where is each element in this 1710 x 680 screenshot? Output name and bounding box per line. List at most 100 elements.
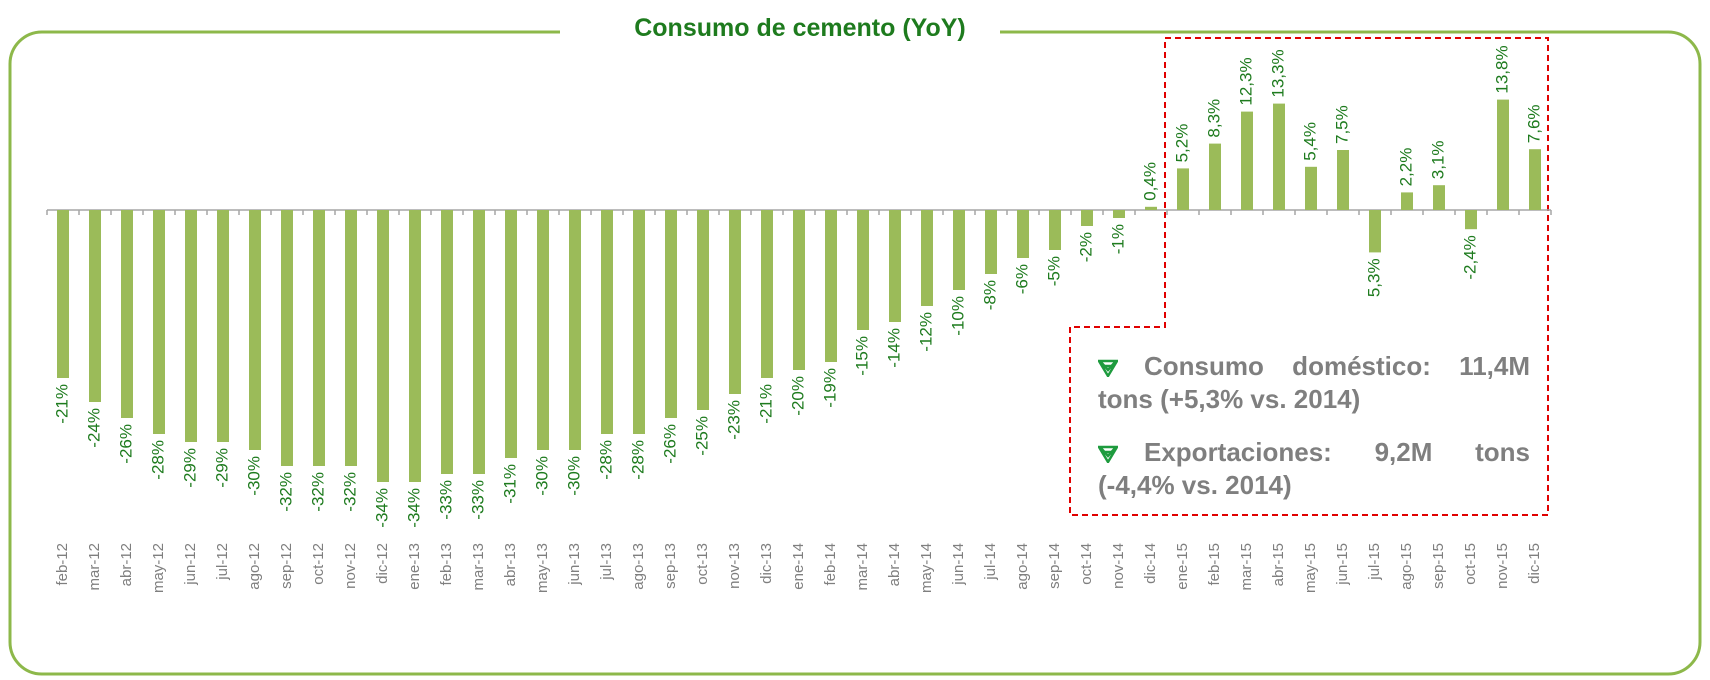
x-tick-label: mar-14 [854, 543, 871, 591]
x-tick-label: abr-13 [502, 543, 519, 586]
bar [1401, 192, 1413, 210]
value-label: 5,2% [1172, 124, 1191, 163]
x-tick-label: feb-13 [438, 543, 455, 586]
bar [1177, 168, 1189, 210]
x-tick-label: jul-14 [982, 543, 999, 581]
bar [1017, 210, 1029, 258]
bar [793, 210, 805, 370]
note-text: Consumo doméstico: 11,4M tons (+5,3% vs.… [1098, 351, 1530, 414]
bar [1081, 210, 1093, 226]
bar [313, 210, 325, 466]
bar [953, 210, 965, 290]
bar [665, 210, 677, 418]
x-tick-label: may-15 [1302, 543, 1319, 593]
bar [409, 210, 421, 482]
bar [729, 210, 741, 394]
bar [121, 210, 133, 418]
x-tick-label: ago-12 [246, 543, 263, 590]
bar [569, 210, 581, 450]
value-label: -30% [564, 456, 583, 496]
value-label: 5,4% [1300, 122, 1319, 161]
x-tick-label: sep-12 [278, 543, 295, 589]
bar [1305, 166, 1317, 210]
x-tick-label: abr-14 [886, 543, 903, 586]
x-tick-label: feb-12 [54, 543, 71, 586]
x-tick-label: jul-12 [214, 543, 231, 581]
bar [985, 210, 997, 274]
value-label: -19% [820, 368, 839, 408]
x-tick-label: mar-13 [470, 543, 487, 591]
bar [185, 210, 197, 442]
x-tick-label: may-14 [918, 543, 935, 593]
bar [1049, 210, 1061, 250]
bar [473, 210, 485, 474]
value-label: 7,6% [1524, 104, 1543, 143]
value-label: 5,3% [1364, 258, 1383, 297]
value-label: -32% [308, 472, 327, 512]
value-label: -28% [148, 440, 167, 480]
value-label: -10% [948, 296, 967, 336]
bar [1465, 210, 1477, 230]
value-label: -33% [468, 480, 487, 520]
bar [601, 210, 613, 434]
x-tick-label: abr-15 [1270, 543, 1287, 586]
x-tick-label: jun-12 [182, 543, 199, 586]
value-label: -2,4% [1460, 235, 1479, 279]
value-label: -5% [1044, 256, 1063, 286]
title-bg [560, 10, 1000, 46]
bullet-icon [1096, 359, 1120, 379]
note: Exportaciones: 9,2M tons (-4,4% vs. 2014… [1096, 436, 1530, 502]
value-label: -29% [212, 448, 231, 488]
value-label: 12,3% [1236, 57, 1255, 105]
x-tick-label: dic-15 [1526, 543, 1543, 584]
x-tick-label: jun-15 [1334, 543, 1351, 586]
bar [921, 210, 933, 306]
value-label: -25% [692, 416, 711, 456]
bar [1497, 99, 1509, 210]
value-label: -20% [788, 376, 807, 416]
value-label: -21% [756, 384, 775, 424]
value-label: -30% [532, 456, 551, 496]
bar [697, 210, 709, 410]
bar [377, 210, 389, 482]
bar [1369, 210, 1381, 253]
bar [57, 210, 69, 378]
x-tick-label: ago-15 [1398, 543, 1415, 590]
value-label: -14% [884, 328, 903, 368]
value-label: 7,5% [1332, 105, 1351, 144]
x-tick-label: oct-12 [310, 543, 327, 585]
x-tick-label: ene-13 [406, 543, 423, 590]
x-tick-label: sep-14 [1046, 543, 1063, 589]
value-label: -12% [916, 312, 935, 352]
x-tick-label: oct-13 [694, 543, 711, 585]
bar [825, 210, 837, 362]
value-label: -30% [244, 456, 263, 496]
x-tick-label: dic-13 [758, 543, 775, 584]
bar [249, 210, 261, 450]
x-tick-label: abr-12 [118, 543, 135, 586]
bar [537, 210, 549, 450]
x-tick-label: nov-12 [342, 543, 359, 589]
bar [889, 210, 901, 322]
x-tick-label: dic-14 [1142, 543, 1159, 584]
value-label: -1% [1108, 224, 1127, 254]
bar [345, 210, 357, 466]
x-tick-label: ago-13 [630, 543, 647, 590]
bar [1273, 103, 1285, 210]
bar [505, 210, 517, 458]
value-label: -34% [404, 488, 423, 528]
value-label: 13,8% [1492, 45, 1511, 93]
bar [217, 210, 229, 442]
value-label: -21% [52, 384, 71, 424]
bar [857, 210, 869, 330]
x-tick-label: dic-12 [374, 543, 391, 584]
value-label: -8% [980, 280, 999, 310]
value-label: -26% [660, 424, 679, 464]
bar [1241, 111, 1253, 210]
value-label: -2% [1076, 232, 1095, 262]
x-tick-label: oct-14 [1078, 543, 1095, 585]
note: Consumo doméstico: 11,4M tons (+5,3% vs.… [1096, 350, 1530, 416]
note-text: Exportaciones: 9,2M tons (-4,4% vs. 2014… [1098, 437, 1530, 500]
